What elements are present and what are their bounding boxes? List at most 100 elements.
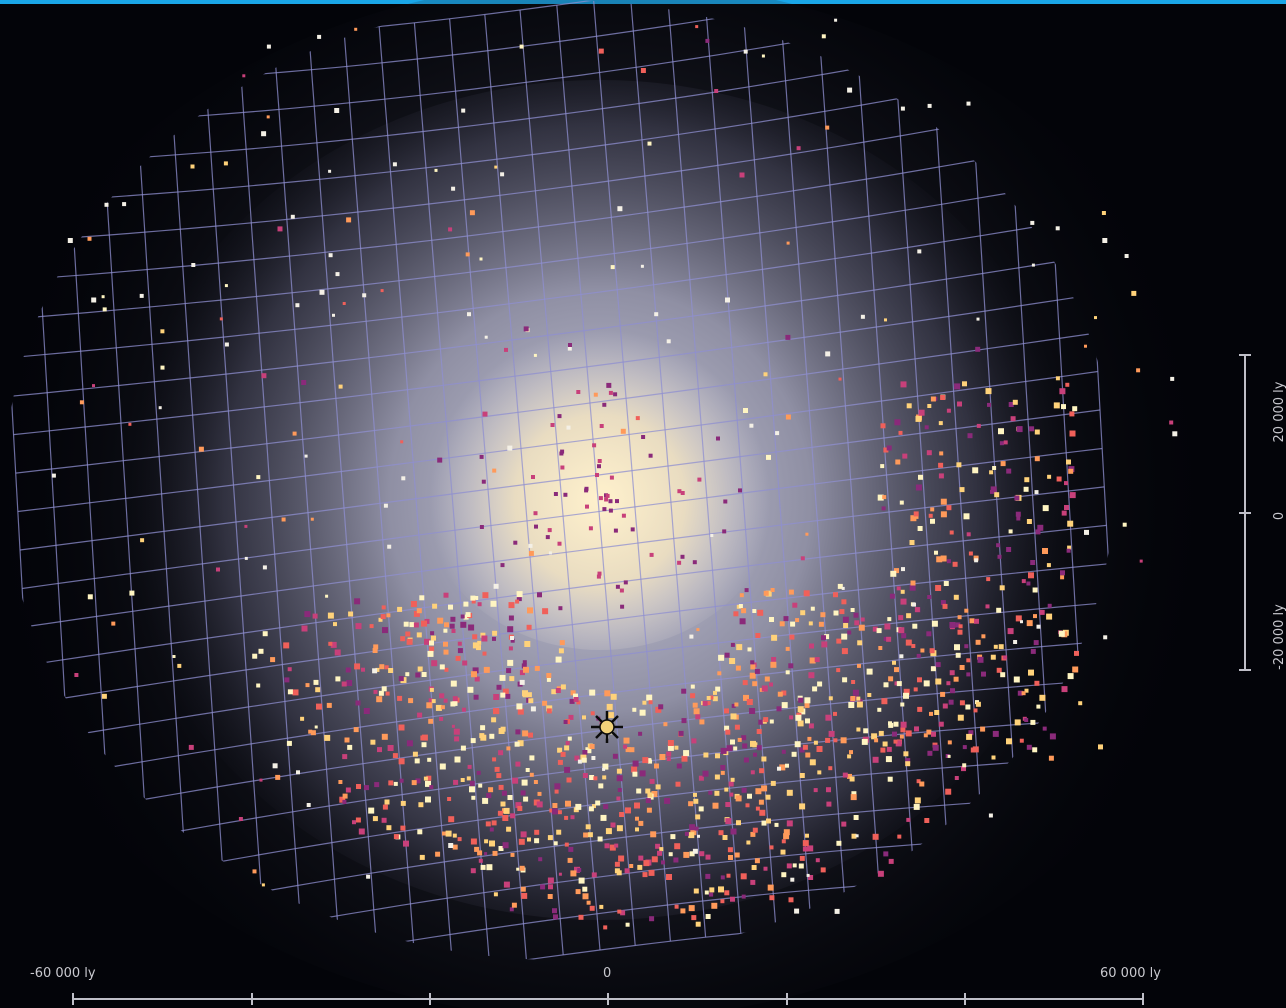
star-dot	[460, 621, 467, 628]
star-dot	[642, 872, 648, 878]
star-dot	[596, 574, 601, 579]
star-dot	[860, 314, 865, 319]
star-dot	[1024, 688, 1029, 693]
star-dot	[426, 775, 432, 781]
star-dot	[558, 872, 562, 876]
star-dot	[559, 451, 564, 456]
star-dot	[564, 745, 570, 751]
star-dot	[462, 707, 466, 712]
star-dot	[450, 680, 457, 687]
star-dot	[927, 404, 932, 408]
star-dot	[882, 495, 887, 500]
star-dot	[450, 701, 456, 707]
star-dot	[392, 753, 398, 759]
star-dot	[223, 161, 228, 166]
star-dot	[945, 788, 952, 795]
star-dot	[689, 851, 695, 857]
star-dot	[585, 824, 591, 830]
star-dot	[476, 770, 481, 775]
star-dot	[828, 730, 835, 737]
star-dot	[509, 676, 515, 682]
grid-line	[5, 140, 1086, 282]
star-dot	[943, 581, 949, 586]
star-dot	[857, 698, 863, 704]
star-dot	[529, 772, 534, 777]
star-dot	[690, 684, 695, 689]
star-dot	[354, 663, 361, 670]
star-dot	[888, 858, 894, 864]
star-dot	[956, 462, 962, 468]
star-dot	[903, 692, 909, 699]
star-dot	[759, 809, 766, 816]
star-dot	[506, 826, 512, 832]
star-dot	[635, 827, 639, 832]
star-dot	[655, 843, 661, 849]
star-dot	[718, 830, 724, 836]
star-dot	[935, 662, 941, 668]
star-dot	[754, 668, 760, 674]
star-dot	[640, 264, 644, 268]
star-dot	[972, 467, 979, 474]
star-dot	[664, 797, 671, 804]
star-dot	[453, 728, 460, 735]
star-dot	[547, 894, 553, 899]
star-dot	[894, 667, 899, 673]
star-dot	[490, 600, 497, 607]
star-dot	[378, 690, 384, 696]
star-dot	[674, 745, 679, 750]
star-dot	[534, 524, 538, 529]
star-dot	[528, 550, 534, 556]
star-dot	[771, 634, 778, 641]
star-dot	[991, 755, 996, 760]
star-dot	[900, 702, 905, 707]
star-dot	[474, 676, 480, 682]
star-dot	[533, 511, 538, 516]
star-dot	[346, 217, 352, 223]
star-dot	[720, 765, 726, 770]
star-dot	[585, 504, 589, 509]
star-dot	[450, 616, 456, 622]
star-dot	[467, 312, 471, 317]
star-dot	[629, 747, 635, 753]
star-dot	[361, 667, 365, 672]
grid-line	[28, 563, 1109, 705]
star-dot	[480, 725, 486, 731]
star-dot	[1046, 563, 1051, 568]
star-dot	[930, 666, 936, 672]
star-dot	[460, 778, 465, 782]
star-dot	[683, 750, 690, 757]
star-dot	[783, 616, 789, 622]
star-dot	[526, 624, 532, 630]
star-dot	[674, 843, 681, 850]
star-dot	[519, 44, 524, 49]
star-dot	[940, 555, 947, 562]
star-dot	[749, 708, 756, 714]
star-dot	[663, 722, 668, 727]
star-dot	[224, 284, 228, 288]
star-dot	[563, 720, 568, 724]
star-dot	[658, 704, 664, 710]
star-dot	[598, 496, 603, 501]
star-dot	[917, 249, 922, 254]
star-dot	[752, 681, 758, 687]
star-dot	[553, 841, 558, 846]
star-dot	[574, 866, 580, 873]
star-dot	[534, 829, 540, 835]
star-dot	[692, 848, 698, 854]
star-dot	[477, 640, 482, 645]
star-dot	[609, 475, 614, 480]
star-dot	[785, 334, 791, 340]
star-dot	[838, 377, 842, 381]
star-dot	[825, 351, 831, 357]
star-dot	[630, 527, 635, 532]
star-dot	[880, 747, 886, 753]
star-dot	[702, 700, 708, 706]
star-dot	[338, 780, 343, 784]
star-dot	[301, 380, 307, 385]
star-dot	[437, 457, 443, 463]
star-dot	[974, 558, 979, 563]
star-dot	[905, 730, 912, 737]
star-dot	[761, 785, 768, 792]
star-dot	[893, 721, 899, 727]
star-dot	[313, 679, 319, 685]
